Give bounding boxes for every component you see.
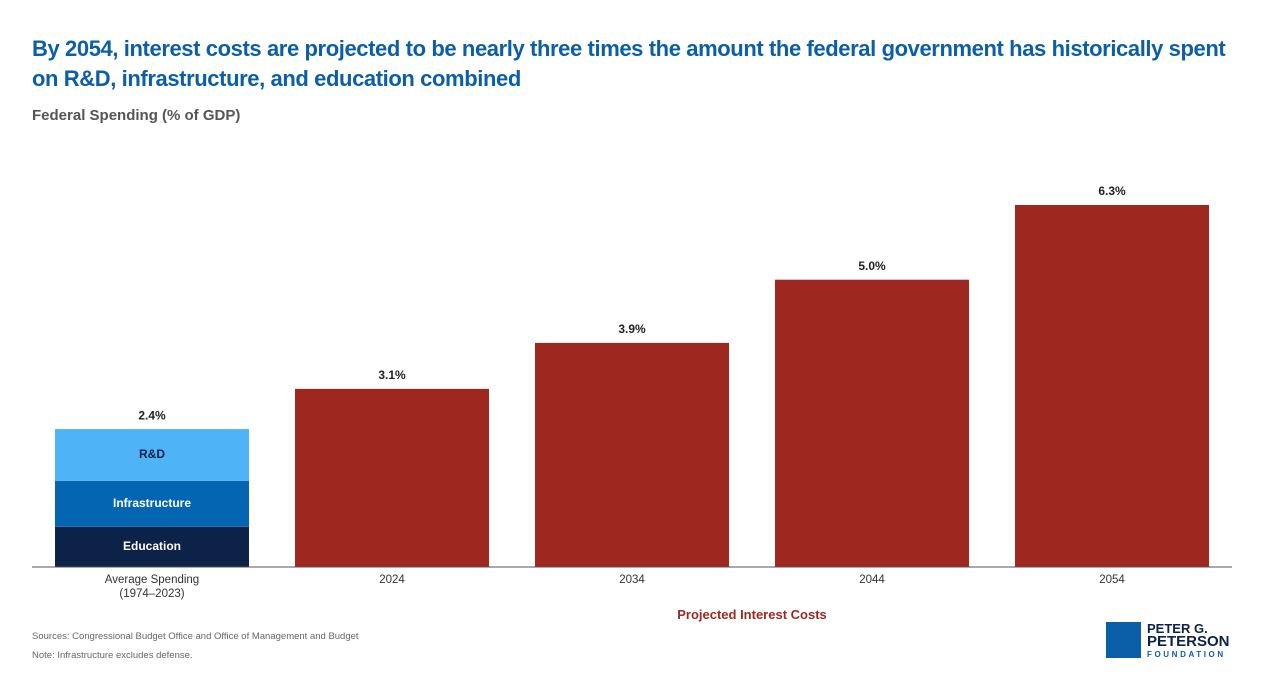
value-label: 3.9% [618,322,646,336]
x-tick-label: 2034 [619,574,645,586]
logo-icon [1106,622,1141,658]
bar [535,342,729,567]
bar [1015,205,1209,567]
x-tick-label: 2044 [859,574,885,586]
bar [55,526,249,567]
value-label: 3.1% [378,368,406,382]
value-label: 2.4% [138,408,166,422]
logo-text: PETER G. [1147,621,1208,636]
chart-subtitle: Federal Spending (% of GDP) [32,107,241,124]
value-label: 6.3% [1098,184,1126,198]
logo-text: PETERSON [1147,633,1230,650]
group-label: Projected Interest Costs [677,607,827,622]
bar [55,429,249,481]
note: Note: Infrastructure excludes defense. [32,650,193,661]
segment-label: Education [123,539,181,553]
segment-label: R&D [139,447,165,461]
bar [295,388,489,567]
logo: PETER G. PETERSON FOUNDATION [1106,621,1246,661]
logo-text: FOUNDATION [1147,650,1226,659]
sources: Sources: Congressional Budget Office and… [32,631,359,642]
x-tick-label: Average Spending (1974–2023) [104,574,200,600]
bar [55,480,249,527]
value-label: 5.0% [858,259,886,273]
x-tick-label: 2054 [1099,574,1125,586]
chart-title: By 2054, interest costs are projected to… [32,36,1226,91]
segment-label: Infrastructure [113,496,191,510]
x-tick-label: 2024 [379,574,405,586]
bar [775,279,969,567]
